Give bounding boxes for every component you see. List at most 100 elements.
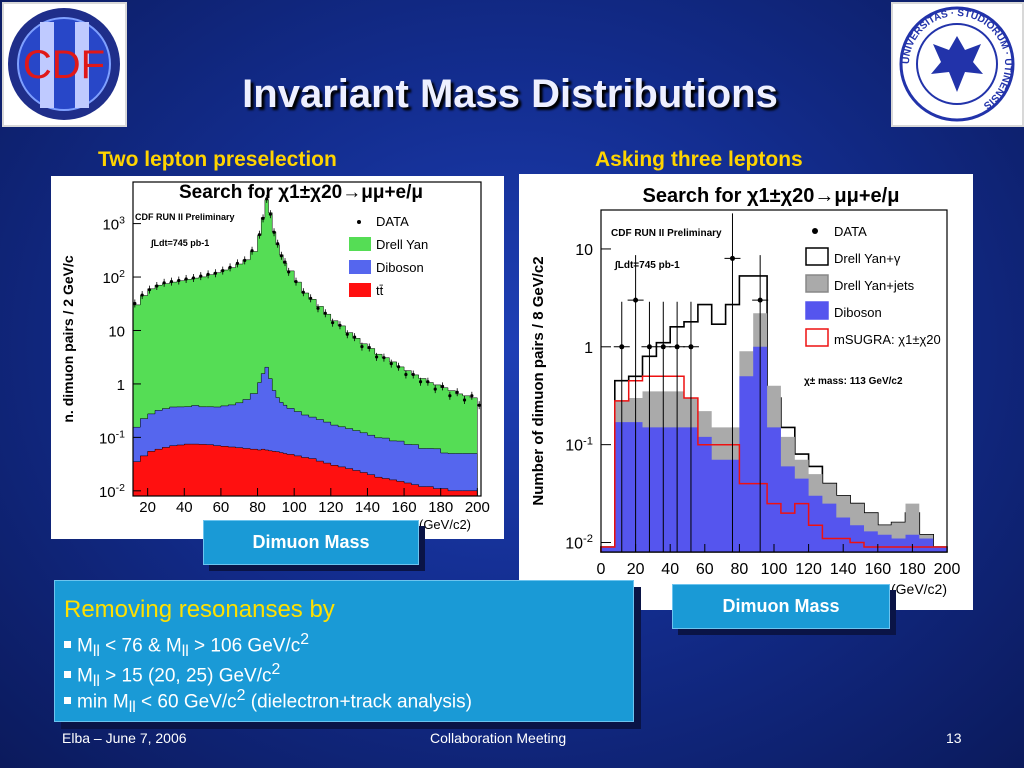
run-label: CDF RUN II Preliminary — [611, 228, 722, 239]
info-box: Removing resonanses by Mll < 76 & Mll > … — [54, 580, 634, 722]
x-tick-label: 80 — [249, 499, 266, 516]
x-tick-label: 100 — [761, 561, 788, 578]
dimuon-mass-button-left[interactable]: Dimuon Mass — [203, 520, 419, 565]
data-point — [646, 344, 652, 350]
data-point — [455, 390, 459, 394]
chart-title: Search for χ1±χ20→μμ+e/μ — [643, 185, 900, 207]
data-point — [177, 278, 181, 283]
lumi-label: ∫Ldt=745 pb-1 — [150, 238, 209, 248]
y-tick-label: 10 — [575, 242, 593, 259]
x-tick-label: 20 — [139, 499, 156, 516]
data-point — [276, 242, 280, 246]
lumi-label: ∫Ldt=745 pb-1 — [614, 260, 680, 271]
y-tick-label: 1 — [117, 377, 125, 394]
data-point — [360, 344, 364, 349]
cdf-logo: CDF — [2, 2, 127, 127]
x-tick-label: 200 — [934, 561, 961, 578]
data-point — [213, 271, 218, 275]
y-tick-label: 10-1 — [565, 435, 593, 454]
data-point — [757, 297, 763, 303]
data-point — [433, 387, 437, 391]
chart-two-lepton: 10-2 10-1 1 10 102 103 20 40 60 80 100 120 140 160 180… — [51, 176, 504, 539]
data-point — [440, 384, 445, 388]
data-point — [261, 216, 265, 221]
legend-swatch — [805, 301, 829, 320]
data-point — [382, 356, 386, 360]
data-point — [268, 212, 272, 216]
y-tick-label: 10-1 — [99, 428, 125, 447]
legend-swatch — [349, 283, 371, 297]
plot-frame — [132, 181, 482, 497]
x-tick-label: 140 — [830, 561, 857, 578]
data-point — [133, 301, 137, 306]
x-tick-label: 40 — [661, 561, 679, 578]
y-tick-label: 103 — [102, 215, 125, 234]
mass-label: χ± mass: 113 GeV/c2 — [804, 376, 903, 387]
data-point — [235, 261, 239, 265]
data-point — [272, 230, 276, 234]
y-tick-label: 102 — [102, 268, 125, 287]
data-point — [375, 355, 379, 359]
data-point — [250, 249, 254, 253]
info-bullet-2: Mll > 15 (20, 25) GeV/c2 — [64, 661, 280, 691]
data-point — [418, 380, 423, 384]
data-point — [147, 288, 152, 292]
footer-date: Elba – June 7, 2006 — [62, 730, 187, 746]
data-point — [301, 290, 305, 294]
data-point — [265, 197, 269, 201]
data-point — [228, 265, 232, 269]
data-point — [287, 270, 291, 274]
data-point — [243, 258, 247, 262]
bullet-square-icon — [64, 641, 71, 649]
data-point — [688, 344, 694, 350]
data-point — [206, 272, 210, 277]
x-tick-label: 200 — [465, 499, 490, 516]
page-title: Invariant Mass Distributions — [242, 72, 778, 116]
legend-label: Diboson — [834, 305, 882, 320]
data-point — [162, 281, 166, 285]
data-point — [257, 233, 261, 237]
data-point — [279, 254, 283, 258]
y-tick-label: 1 — [584, 340, 593, 357]
chart-two-lepton-svg: 10-2 10-1 1 10 102 103 20 40 60 80 100 120 140 160 180… — [60, 181, 490, 532]
x-tick-label: 160 — [864, 561, 891, 578]
legend-swatch — [349, 260, 371, 274]
y-tick-label: 10 — [108, 323, 125, 340]
bullet-square-icon — [64, 671, 71, 679]
x-tick-label: 180 — [899, 561, 926, 578]
data-point — [140, 293, 144, 297]
info-bullet-1: Mll < 76 & Mll > 106 GeV/c2 — [64, 631, 309, 661]
x-tick-label: 80 — [731, 561, 749, 578]
legend-label: Drell Yan+γ — [834, 251, 901, 266]
data-point — [184, 277, 188, 281]
data-point — [426, 380, 430, 384]
info-bullet-3: min Mll < 60 GeV/c2 (dielectron+track an… — [64, 687, 472, 717]
legend-swatch — [805, 328, 829, 347]
x-tick-label: 180 — [428, 499, 453, 516]
data-point — [191, 276, 196, 280]
chart-title: Search for χ1±χ20→μμ+e/μ — [179, 182, 423, 203]
footer-page-number: 13 — [946, 730, 962, 746]
data-point — [294, 280, 298, 284]
data-point — [674, 344, 680, 350]
cdf-logo-text: CDF — [23, 43, 105, 87]
run-label: CDF RUN II Preliminary — [135, 212, 235, 222]
x-tick-label: 60 — [696, 561, 714, 578]
y-axis-label: Number of dimuon pairs / 8 GeV/c2 — [530, 256, 547, 505]
x-tick-label: 140 — [355, 499, 380, 516]
data-point — [633, 297, 639, 303]
bars-diboson — [601, 346, 947, 552]
legend-label: mSUGRA: χ1±χ20 — [834, 332, 941, 347]
data-point — [316, 306, 320, 310]
dimuon-mass-button-right[interactable]: Dimuon Mass — [672, 584, 890, 629]
data-point — [477, 403, 481, 407]
x-tick-label: 60 — [213, 499, 230, 516]
legend-label: Diboson — [376, 260, 424, 275]
data-point — [199, 274, 203, 278]
data-point — [462, 398, 467, 402]
line-msugra — [600, 375, 947, 552]
data-point — [345, 332, 349, 336]
data-point — [404, 372, 408, 377]
legend-swatch — [349, 237, 371, 251]
legend-label: tt̄ — [376, 283, 384, 298]
